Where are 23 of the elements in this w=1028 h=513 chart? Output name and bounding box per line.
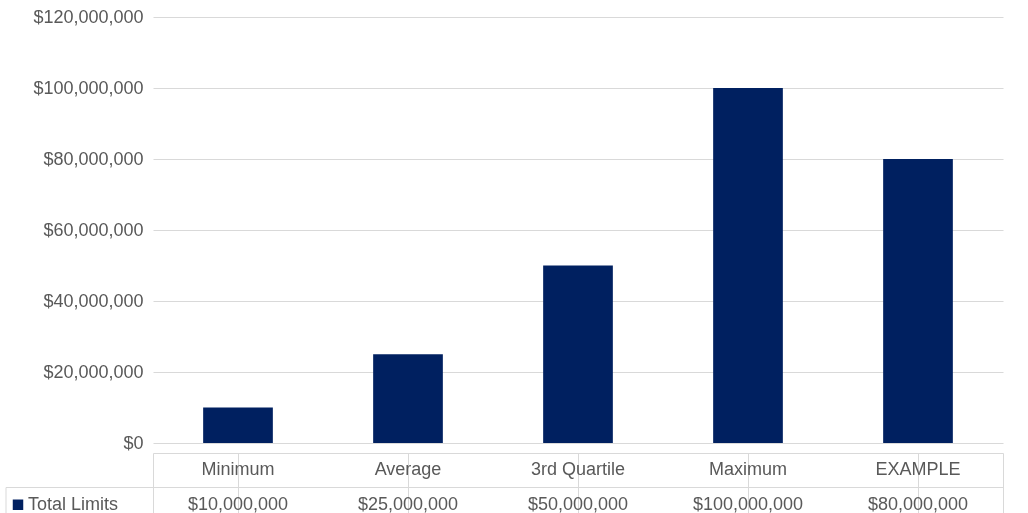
y-tick-label: $80,000,000 xyxy=(43,148,144,169)
y-tick-label: $60,000,000 xyxy=(43,219,144,240)
data-label: $25,000,000 xyxy=(357,493,459,513)
bar xyxy=(713,88,783,443)
y-tick-label: $120,000,000 xyxy=(33,6,144,27)
x-tick-label: EXAMPLE xyxy=(875,459,961,480)
bar xyxy=(883,159,953,443)
bar xyxy=(203,407,273,443)
data-label: $100,000,000 xyxy=(692,493,804,513)
x-tick-label: Minimum xyxy=(201,459,275,480)
y-tick-label: $20,000,000 xyxy=(43,361,144,382)
legend-label: Total Limits xyxy=(28,493,119,513)
x-tick-label: Average xyxy=(374,459,442,480)
y-tick-label: $40,000,000 xyxy=(43,290,144,311)
bar xyxy=(373,354,443,443)
y-tick-label: $100,000,000 xyxy=(33,77,144,98)
data-label: $80,000,000 xyxy=(867,493,969,513)
bar xyxy=(543,265,613,443)
y-tick-label: $0 xyxy=(123,432,144,453)
data-label: $50,000,000 xyxy=(527,493,629,513)
data-label: $10,000,000 xyxy=(187,493,289,513)
x-tick-label: 3rd Quartile xyxy=(530,459,626,480)
x-tick-label: Maximum xyxy=(708,459,788,480)
